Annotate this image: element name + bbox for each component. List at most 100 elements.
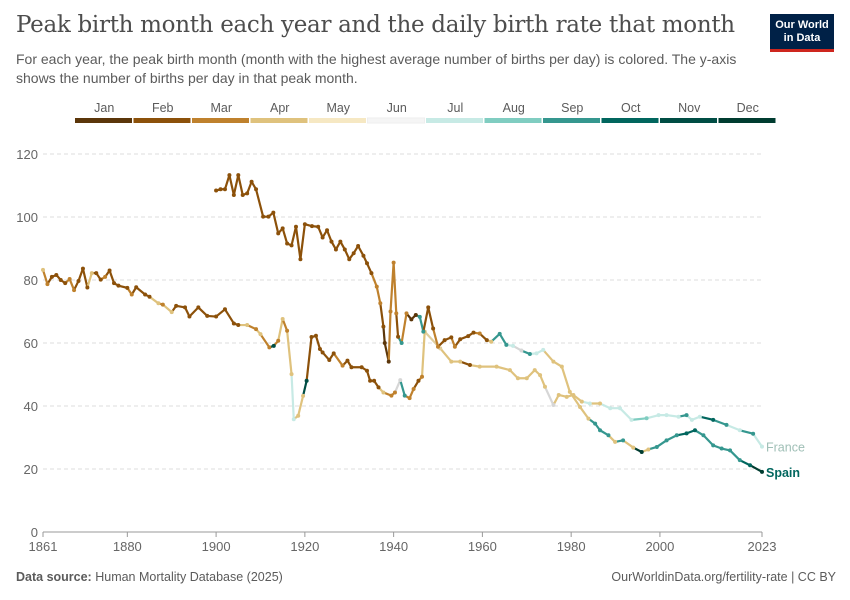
data-point bbox=[515, 376, 520, 381]
data-point bbox=[107, 268, 112, 273]
data-point bbox=[340, 363, 345, 368]
line-segment bbox=[81, 267, 89, 289]
data-point bbox=[364, 368, 369, 373]
x-tick-label: 1861 bbox=[29, 539, 58, 554]
line-segment bbox=[702, 434, 715, 447]
line-segment bbox=[568, 390, 582, 409]
data-point bbox=[245, 191, 250, 196]
data-point bbox=[676, 414, 681, 419]
data-point bbox=[338, 239, 343, 244]
data-point bbox=[49, 274, 54, 279]
line-segment bbox=[259, 333, 271, 349]
data-point bbox=[302, 222, 307, 227]
data-point bbox=[147, 294, 152, 299]
y-tick-label: 100 bbox=[16, 210, 38, 225]
line-segment bbox=[290, 373, 295, 421]
data-point bbox=[484, 338, 489, 343]
line-segment bbox=[294, 225, 302, 261]
data-point bbox=[325, 228, 330, 233]
line-segment bbox=[254, 188, 265, 218]
line-segment bbox=[420, 330, 426, 378]
data-point bbox=[267, 345, 272, 350]
data-point bbox=[617, 406, 622, 411]
data-point bbox=[320, 350, 325, 355]
data-point bbox=[54, 272, 59, 277]
owid-logo[interactable]: Our World in Data bbox=[770, 14, 834, 52]
data-point bbox=[285, 328, 290, 333]
line-segment bbox=[382, 325, 386, 345]
line-segment bbox=[232, 174, 240, 197]
line-segment bbox=[237, 174, 244, 197]
data-point bbox=[656, 413, 661, 418]
data-point bbox=[697, 414, 702, 419]
data-point bbox=[196, 305, 201, 310]
data-point bbox=[631, 445, 636, 450]
data-point bbox=[94, 271, 99, 276]
data-point bbox=[556, 392, 561, 397]
source-label: Data source: bbox=[16, 570, 92, 584]
line-segment bbox=[542, 348, 555, 363]
x-tick-label: 1940 bbox=[379, 539, 408, 554]
data-point bbox=[567, 389, 572, 394]
legend-swatch-jun bbox=[367, 117, 425, 124]
data-point bbox=[497, 331, 502, 336]
data-point bbox=[80, 266, 85, 271]
data-point bbox=[629, 417, 634, 422]
data-point bbox=[719, 446, 724, 451]
line-segment bbox=[393, 379, 402, 394]
line-segment bbox=[495, 365, 512, 372]
line-segment bbox=[578, 405, 590, 420]
data-point bbox=[347, 257, 352, 262]
data-point bbox=[398, 378, 403, 383]
line-segment bbox=[543, 385, 555, 407]
line-segment bbox=[399, 379, 406, 397]
data-point bbox=[116, 283, 121, 288]
x-tick-label: 1920 bbox=[290, 539, 319, 554]
data-point bbox=[331, 351, 336, 356]
footer-link[interactable]: OurWorldinData.org/fertility-rate | CC B… bbox=[611, 570, 836, 584]
data-point bbox=[231, 192, 236, 197]
series-spain bbox=[214, 173, 764, 474]
data-point bbox=[41, 267, 45, 272]
data-point bbox=[271, 210, 276, 215]
data-point bbox=[586, 416, 591, 421]
data-point bbox=[112, 281, 117, 286]
data-point bbox=[285, 241, 290, 246]
x-tick-label: 2000 bbox=[645, 539, 674, 554]
data-point bbox=[442, 338, 447, 343]
data-point bbox=[333, 247, 338, 252]
legend-swatch-mar bbox=[192, 118, 249, 123]
data-point bbox=[416, 378, 421, 383]
data-point bbox=[751, 431, 756, 436]
line-segment bbox=[305, 335, 313, 382]
data-point bbox=[129, 292, 134, 297]
data-point bbox=[587, 401, 592, 406]
data-point bbox=[313, 333, 318, 338]
data-point bbox=[532, 368, 537, 373]
data-point bbox=[364, 261, 369, 266]
data-point bbox=[639, 449, 644, 454]
data-point bbox=[187, 314, 192, 319]
data-point bbox=[644, 416, 649, 421]
legend-label-oct: Oct bbox=[621, 101, 641, 115]
month-legend: Jan Feb Mar Apr May Jun Jul Aug Sep Oct Nov Dec bbox=[75, 101, 776, 124]
legend-swatch-jul bbox=[426, 118, 483, 123]
chart-subtitle: For each year, the peak birth month (mon… bbox=[16, 51, 737, 86]
line-segment bbox=[197, 306, 209, 318]
data-point bbox=[426, 305, 431, 310]
data-point bbox=[261, 214, 266, 219]
data-point bbox=[711, 443, 716, 448]
data-point bbox=[728, 448, 733, 453]
line-segment bbox=[387, 310, 392, 363]
chart-svg: Jan Feb Mar Apr May Jun Jul Aug Sep Oct Nov Dec 0 20… bbox=[16, 101, 805, 554]
data-point bbox=[276, 338, 281, 343]
data-point bbox=[613, 439, 618, 444]
data-point bbox=[608, 406, 613, 411]
x-tick-label: 1960 bbox=[468, 539, 497, 554]
data-point bbox=[471, 330, 476, 335]
data-point bbox=[467, 363, 472, 368]
data-point bbox=[411, 386, 416, 391]
data-point bbox=[449, 359, 454, 364]
data-point bbox=[76, 278, 81, 283]
line-segment bbox=[738, 429, 755, 435]
